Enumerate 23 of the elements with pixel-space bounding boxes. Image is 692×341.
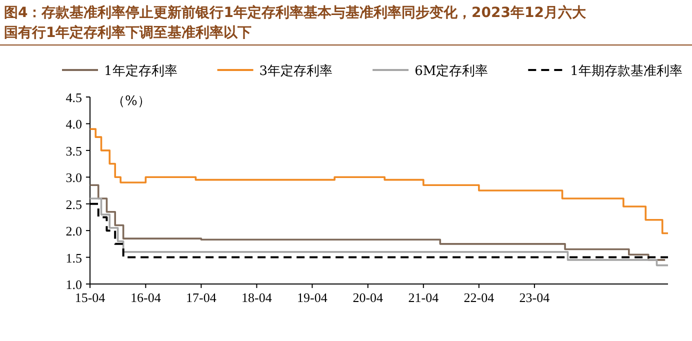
x-tick-label: 17-04 <box>186 290 217 305</box>
y-tick-label: 4.0 <box>66 116 82 132</box>
y-tick-label: 1.0 <box>66 277 82 292</box>
x-tick-label: 22-04 <box>464 290 495 305</box>
x-tick-label: 16-04 <box>130 290 162 305</box>
x-tick-label: 15-04 <box>74 290 106 305</box>
x-tick-label: 21-04 <box>408 290 440 305</box>
y-tick-label: 2.0 <box>66 224 82 239</box>
y-tick-label: 1.5 <box>66 250 82 266</box>
x-tick-label: 18-04 <box>242 290 272 305</box>
chart-title: 图4：存款基准利率停止更新前银行1年定存利率基本与基准利率同步变化，2023年12月六大国有行1年定存利率下调至基准利率以下 <box>4 4 587 41</box>
legend-label: 3年定存利率 <box>259 63 333 79</box>
x-tick-label: 20-04 <box>352 290 384 305</box>
y-tick-label: 3.5 <box>66 143 82 158</box>
y-tick-label: 2.5 <box>66 196 82 212</box>
legend-label: 1年定存利率 <box>104 63 178 79</box>
y-axis-title: （%） <box>112 94 150 109</box>
x-tick-label: 23-04 <box>519 290 550 305</box>
y-tick-label: 3.0 <box>66 170 82 186</box>
y-tick-label: 4.5 <box>66 90 82 105</box>
x-tick-label: 19-04 <box>297 290 328 305</box>
legend-label: 6M定存利率 <box>414 63 488 79</box>
legend-label: 1年期存款基准利率 <box>570 63 682 79</box>
